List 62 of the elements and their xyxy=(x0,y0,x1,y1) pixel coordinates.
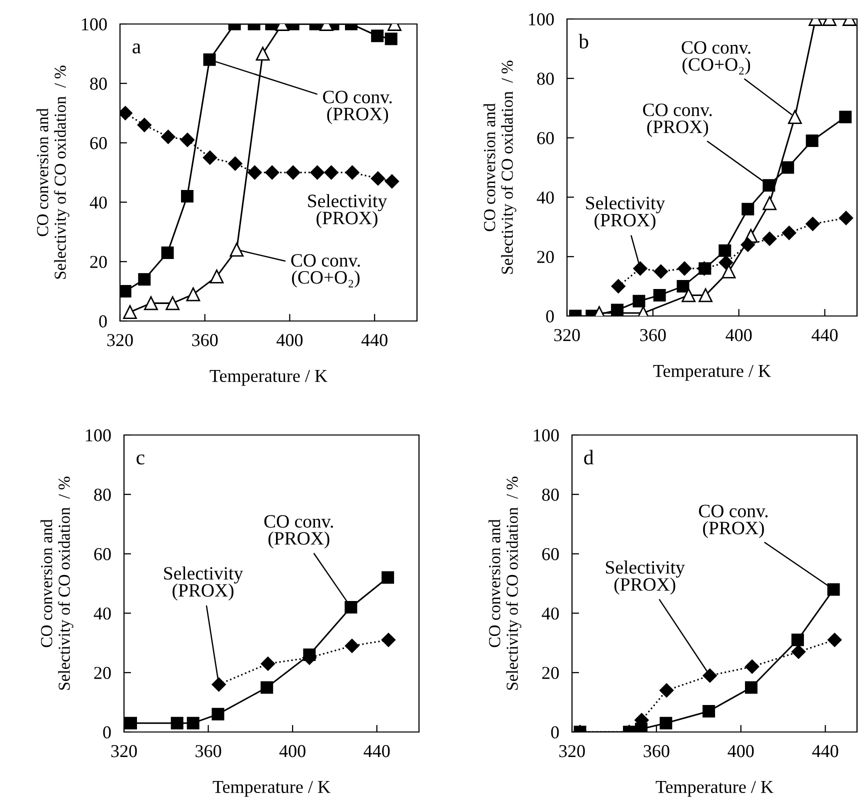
annotation: Selectivity (PROX) xyxy=(586,196,666,230)
x-tick-label: 360 xyxy=(196,745,222,758)
x-tick-label: 400 xyxy=(726,329,752,342)
annotation: Selectivity (PROX) xyxy=(164,566,244,601)
y-tick-label: 80 xyxy=(537,72,554,85)
y-axis-title: CO conversion and Selectivity of CO oxidation / % xyxy=(40,476,74,690)
annotation: CO conv. (PROX) xyxy=(323,90,392,124)
y-axis-title: CO conversion and Selectivity of CO oxidation / % xyxy=(36,66,70,279)
y-tick-label: 60 xyxy=(542,548,559,560)
annotation: CO conv. (PROX) xyxy=(698,504,768,538)
y-tick-label: 80 xyxy=(94,488,111,501)
text: a xyxy=(132,44,141,54)
text: c xyxy=(136,454,144,465)
x-tick-label: 360 xyxy=(192,334,218,346)
y-tick-label: 60 xyxy=(90,137,107,150)
x-tick-label: 440 xyxy=(812,745,838,758)
text: d xyxy=(584,450,594,465)
y-axis-title: CO conversion and Selectivity of CO oxidation / % xyxy=(488,476,522,690)
x-tick-label: 400 xyxy=(279,745,306,758)
y-tick-label: 100 xyxy=(86,429,111,442)
x-tick-label: 320 xyxy=(554,329,580,342)
y-tick-label: 40 xyxy=(90,196,107,209)
x-axis-title: Temperature / K xyxy=(656,780,774,797)
y-tick-label: 20 xyxy=(90,256,107,268)
x-axis-title: Temperature / K xyxy=(210,370,328,386)
y-tick-label: 40 xyxy=(536,191,554,204)
x-tick-label: 320 xyxy=(559,745,585,758)
x-tick-label: 440 xyxy=(361,334,388,346)
y-tick-label: 0 xyxy=(103,726,111,738)
x-axis-title: Temperature / K xyxy=(212,780,330,797)
y-tick-label: 60 xyxy=(94,548,111,560)
x-tick-label: 400 xyxy=(276,334,303,346)
y-tick-label: 0 xyxy=(99,315,107,328)
y-tick-label: 80 xyxy=(542,488,559,501)
y-axis-title: CO conversion and Selectivity of CO oxidation / % xyxy=(484,60,516,274)
x-tick-label: 360 xyxy=(640,329,666,342)
y-tick-label: 40 xyxy=(542,607,559,620)
annotation: CO conv. (PROX) xyxy=(643,104,712,137)
annotation: CO conv. (CO+O₂) xyxy=(291,254,360,288)
y-tick-label: 40 xyxy=(94,607,111,620)
y-tick-label: 100 xyxy=(529,13,554,26)
x-tick-label: 440 xyxy=(812,329,838,342)
y-tick-label: 100 xyxy=(82,18,107,30)
annotation: CO conv. (CO+O₂) xyxy=(682,41,750,75)
y-tick-label: 0 xyxy=(546,310,554,322)
x-axis-title: Temperature / K xyxy=(653,364,771,381)
x-tick-label: 400 xyxy=(728,745,754,758)
x-tick-label: 440 xyxy=(364,745,390,758)
annotation: Selectivity (PROX) xyxy=(606,560,685,595)
x-tick-label: 320 xyxy=(107,334,133,346)
text: b xyxy=(578,34,588,49)
y-tick-label: 20 xyxy=(94,666,111,680)
y-tick-label: 100 xyxy=(534,429,559,442)
y-tick-label: 20 xyxy=(542,666,559,680)
annotation: CO conv. (PROX) xyxy=(264,515,333,549)
x-tick-label: 320 xyxy=(111,745,137,758)
y-tick-label: 80 xyxy=(90,78,107,90)
annotation: Selectivity (PROX) xyxy=(308,194,388,228)
x-tick-label: 360 xyxy=(644,745,670,758)
y-tick-label: 0 xyxy=(551,726,559,738)
y-tick-label: 20 xyxy=(537,250,554,264)
y-tick-label: 60 xyxy=(537,132,554,144)
